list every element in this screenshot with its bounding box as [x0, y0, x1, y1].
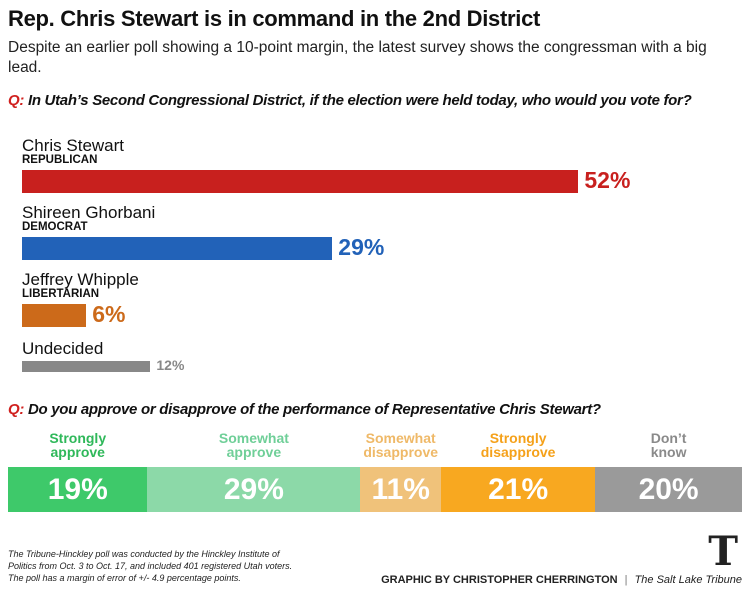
bar [22, 237, 333, 260]
question-prefix: Q: [8, 92, 25, 109]
value-label: 29% [338, 234, 385, 260]
segment: 19% [8, 467, 148, 512]
footnote-line: The Tribune-Hinckley poll was conducted … [8, 549, 280, 559]
question-1: Q: In Utah’s Second Congressional Distri… [8, 92, 692, 109]
segment-value: 21% [488, 472, 549, 506]
footnote-line: The poll has a margin of error of +/- 4.… [8, 573, 241, 583]
publication: The Salt Lake Tribune [634, 574, 742, 586]
segment-label-line: disapprove [363, 444, 439, 460]
segment-label-line: approve [226, 444, 282, 460]
segment-label: Don’t know [595, 431, 742, 459]
segment-label: Somewhat disapprove [360, 431, 441, 459]
segment: 21% [441, 467, 596, 512]
segment-label: Strongly disapprove [441, 431, 595, 459]
segment-value: 19% [47, 472, 108, 506]
footnote: The Tribune-Hinckley poll was conducted … [8, 548, 318, 584]
segment-label-line: approve [50, 444, 105, 460]
segment-label-line: disapprove [480, 444, 556, 460]
question-text: Do you approve or disapprove of the perf… [27, 401, 601, 418]
segment-value: 11% [371, 472, 430, 506]
segment-label-line: Somewhat [218, 430, 289, 446]
bar [22, 361, 151, 372]
question-text: In Utah’s Second Congressional District,… [27, 92, 692, 109]
party-label: REPUBLICAN [22, 154, 98, 166]
party-label: LIBERTARIAN [22, 288, 100, 300]
segment: 11% [360, 467, 442, 512]
segment-label: Strongly approve [8, 431, 147, 459]
segment-label-line: Strongly [489, 430, 547, 446]
title: Rep. Chris Stewart is in command in the … [8, 6, 541, 31]
credit-line: GRAPHIC BY CHRISTOPHER CHERRINGTON | The… [381, 574, 742, 586]
subtitle: Despite an earlier poll showing a 10-poi… [8, 39, 707, 76]
segment-label-line: Somewhat [365, 430, 436, 446]
value-label: 12% [156, 357, 185, 373]
question-2: Q: Do you approve or disapprove of the p… [8, 401, 601, 418]
bar [22, 304, 87, 327]
segment-value: 29% [223, 472, 284, 506]
segment-label-line: Strongly [49, 430, 107, 446]
value-label: 52% [584, 167, 631, 193]
separator: | [624, 574, 628, 586]
candidate-name: Undecided [22, 339, 104, 358]
segment: 20% [595, 467, 742, 512]
bar [22, 170, 579, 193]
question-prefix: Q: [8, 401, 25, 418]
segment-label: Somewhat approve [147, 431, 360, 459]
segment: 29% [147, 467, 361, 512]
value-label: 6% [92, 301, 126, 327]
tribune-logo: T [708, 528, 738, 575]
credit: GRAPHIC BY CHRISTOPHER CHERRINGTON [381, 574, 618, 586]
segment-label-line: Don’t [650, 430, 687, 446]
candidate-name: Chris Stewart [22, 136, 125, 155]
segment-value: 20% [638, 472, 699, 506]
segment-label-line: know [650, 444, 687, 460]
candidate-name: Shireen Ghorbani [22, 203, 156, 222]
footnote-line: Politics from Oct. 3 to Oct. 17, and inc… [8, 561, 293, 571]
party-label: DEMOCRAT [22, 221, 88, 233]
candidate-name: Jeffrey Whipple [22, 270, 139, 289]
